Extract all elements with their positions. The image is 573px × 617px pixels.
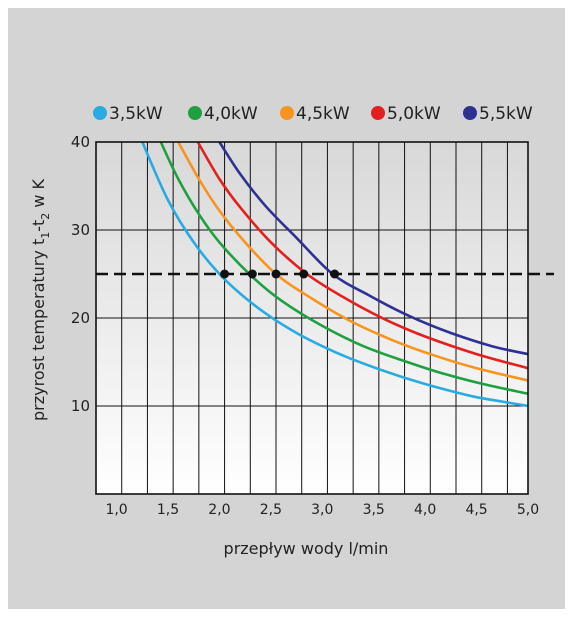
y-tick-labels: 10 20 30 40: [71, 133, 90, 415]
legend-label: 3,5kW: [109, 104, 163, 124]
legend-label: 4,5kW: [296, 104, 350, 124]
x-tick-label: 3,5: [363, 502, 385, 518]
x-axis-label: przepływ wody l/min: [224, 539, 389, 558]
x-tick-label: 1,0: [105, 502, 127, 518]
legend-swatch: [188, 106, 202, 120]
series-line: [141, 142, 528, 408]
x-tick-labels: 1,0 1,5 2,0 2,5 3,0 3,5 4,0 4,5 5,0: [105, 502, 539, 518]
series-line: [177, 142, 528, 382]
x-tick-label: 2,5: [260, 502, 282, 518]
legend-item: 5,5kW: [463, 104, 533, 124]
x-tick-label: 5,0: [517, 502, 539, 518]
legend-item: 5,0kW: [371, 104, 441, 124]
legend-label: 5,5kW: [479, 104, 533, 124]
legend-item: 3,5kW: [93, 104, 163, 124]
grid: [96, 142, 528, 494]
legend-label: 5,0kW: [387, 104, 441, 124]
legend-item: 4,0kW: [188, 104, 258, 124]
x-tick-label: 1,5: [157, 502, 179, 518]
legend-swatch: [280, 106, 294, 120]
y-axis-label: przyrost temperatury t1-t2 w K: [29, 178, 52, 421]
marker-point: [299, 269, 309, 279]
series-group: [141, 142, 528, 408]
legend-label: 4,0kW: [204, 104, 258, 124]
y-tick-label: 20: [71, 309, 90, 327]
x-tick-label: 2,0: [208, 502, 230, 518]
legend-swatch: [371, 106, 385, 120]
plot-frame: [95, 141, 529, 495]
x-tick-label: 4,0: [414, 502, 436, 518]
marker-point: [330, 269, 340, 279]
series-line: [218, 142, 528, 356]
markers-group: [220, 269, 340, 279]
x-tick-label: 4,5: [465, 502, 487, 518]
marker-point: [271, 269, 281, 279]
series-line: [196, 142, 528, 370]
legend: 3,5kW 4,0kW 4,5kW 5,0kW 5,5kW: [93, 104, 533, 124]
x-tick-label: 3,0: [311, 502, 333, 518]
y-tick-label: 10: [71, 397, 90, 415]
legend-item: 4,5kW: [280, 104, 350, 124]
series-line: [159, 142, 528, 395]
marker-point: [247, 269, 257, 279]
legend-swatch: [463, 106, 477, 120]
y-tick-label: 40: [71, 133, 90, 151]
y-tick-label: 30: [71, 221, 90, 239]
legend-swatch: [93, 106, 107, 120]
marker-point: [220, 269, 230, 279]
